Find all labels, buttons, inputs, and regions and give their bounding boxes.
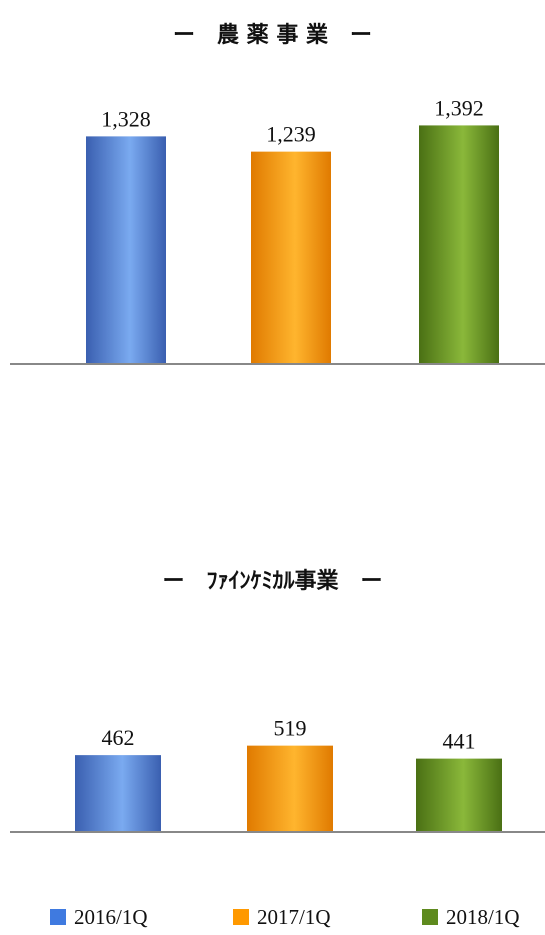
data-label-2016-1Q: 462	[102, 725, 135, 750]
data-label-2017-1Q: 519	[274, 716, 307, 741]
legend-label-2017: 2017/1Q	[257, 904, 331, 929]
legend-label-2018: 2018/1Q	[446, 904, 520, 929]
data-label-2017-1Q: 1,239	[266, 122, 316, 147]
chart-2-title: ー ﾌｧｲﾝｹﾐｶﾙ事業 ー	[162, 569, 383, 594]
bar-2017-1Q	[247, 745, 333, 832]
bar-2018-1Q	[419, 125, 499, 365]
legend-swatch-2016	[50, 909, 66, 925]
chart-1-title: ー 農 薬 事 業 ー	[173, 23, 372, 48]
data-label-2018-1Q: 441	[443, 729, 476, 754]
legend-swatch-2017	[233, 909, 249, 925]
legend-item-2016: 2016/1Q	[50, 902, 148, 932]
bar-2016-1Q	[75, 755, 161, 832]
bar-2016-1Q	[86, 136, 166, 364]
data-label-2018-1Q: 1,392	[434, 95, 484, 120]
legend-swatch-2018	[422, 909, 438, 925]
legend-item-2017: 2017/1Q	[233, 902, 331, 932]
legend-item-2018: 2018/1Q	[422, 902, 520, 932]
bar-2017-1Q	[251, 151, 331, 364]
legend-label-2016: 2016/1Q	[74, 904, 148, 929]
legend: 2016/1Q 2017/1Q 2018/1Q	[0, 902, 545, 932]
bar-2018-1Q	[416, 758, 502, 832]
data-label-2016-1Q: 1,328	[101, 106, 151, 131]
